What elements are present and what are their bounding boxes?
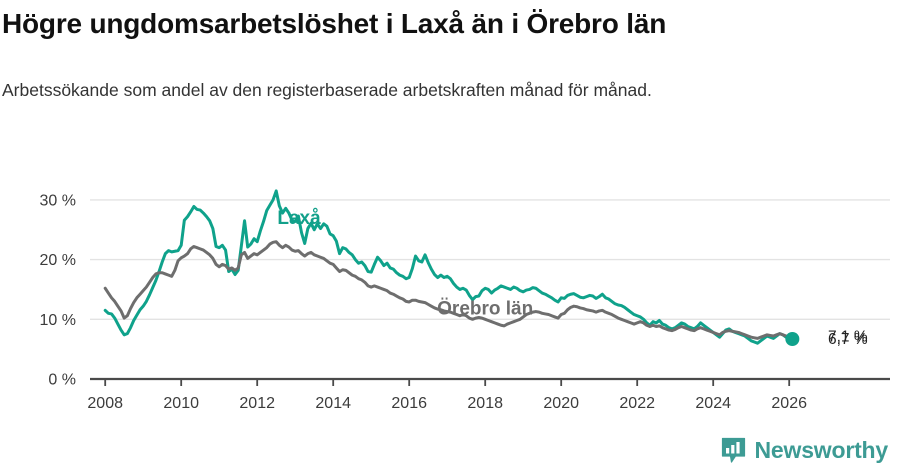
- page-title: Högre ungdomsarbetslöshet i Laxå än i Ör…: [2, 8, 667, 39]
- x-axis-tick-label: 2026: [771, 395, 807, 412]
- series-value-label: 6,7 %: [828, 331, 868, 348]
- series-lines: [103, 189, 794, 345]
- series-name-label: Laxå: [277, 208, 321, 229]
- y-axis-tick-label: 20 %: [40, 252, 76, 269]
- x-axis-tick-label: 2016: [391, 395, 427, 412]
- newsworthy-logo: Newsworthy: [721, 437, 888, 464]
- y-axis-labels: 0 % 10 % 20 % 30 %: [40, 192, 76, 388]
- gridlines: [90, 199, 890, 321]
- x-axis-tick-label: 2010: [163, 395, 199, 412]
- page-subtitle: Arbetssökande som andel av den registerb…: [2, 80, 652, 100]
- x-axis-tick-label: 2020: [543, 395, 579, 412]
- chart-annotations: Laxå Örebro län 7,1 %6,7 %: [277, 208, 868, 348]
- x-axis-tick-label: 2018: [467, 395, 503, 412]
- series-name-label: Örebro län: [437, 299, 533, 320]
- series-line: [103, 240, 794, 340]
- series-end-marker: [785, 332, 800, 347]
- y-axis-tick-label: 10 %: [40, 312, 76, 329]
- x-axis-tick-label: 2014: [315, 395, 351, 412]
- x-axis-labels: 2008 2010 2012 2014 2016 2018 2020 2022 2024 2026: [87, 395, 807, 412]
- x-axis-tick-label: 2024: [695, 395, 731, 412]
- series-value-label: 7,1 %: [828, 329, 868, 346]
- bar-chart-bubble-icon: [721, 437, 746, 464]
- x-axis-tick-label: 2012: [239, 395, 275, 412]
- logo-wordmark: Newsworthy: [754, 437, 889, 463]
- logo-glyph: [721, 437, 745, 463]
- series-line: [103, 189, 794, 345]
- y-axis-tick-label: 30 %: [40, 192, 76, 209]
- x-axis-tick-label: 2008: [87, 395, 123, 412]
- x-axis-tick-label: 2022: [619, 395, 655, 412]
- chart-container: 0 % 10 % 20 % 30 % 2008 2010 2012 2014 2016 2018…: [0, 168, 900, 418]
- series-end-markers: [785, 332, 800, 347]
- y-axis-tick-label: 0 %: [48, 372, 76, 389]
- x-axis: [90, 377, 890, 386]
- line-chart: 0 % 10 % 20 % 30 % 2008 2010 2012 2014 2016 2018…: [40, 189, 890, 412]
